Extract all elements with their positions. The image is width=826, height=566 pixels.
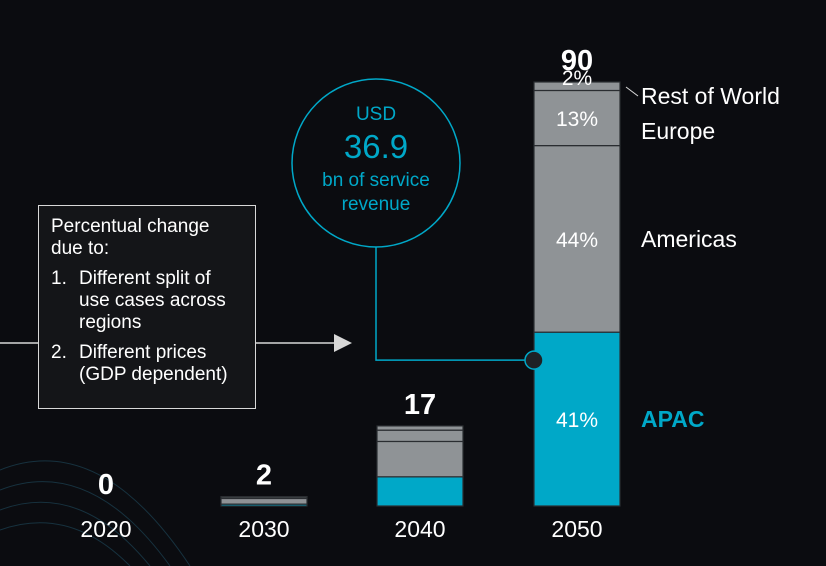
legend-americas: Americas <box>641 226 737 252</box>
bar-segment-2050-rest-of-world <box>533 81 621 92</box>
segment-label-2050-europe: 13% <box>556 108 598 131</box>
note-item-1: 1. Different split of use cases across r… <box>51 268 245 334</box>
callout-currency: USD <box>356 104 396 125</box>
x-tick-label-2020: 2020 <box>80 516 131 542</box>
x-tick-label-2050: 2050 <box>551 516 602 542</box>
change-arrow-head <box>334 334 352 352</box>
total-label-2020: 0 <box>98 469 114 501</box>
callout-anchor-dot <box>524 350 544 370</box>
x-tick-label-2030: 2030 <box>238 516 289 542</box>
callout-line2: revenue <box>342 194 411 215</box>
segment-label-2050-americas: 44% <box>556 229 598 252</box>
legend-rest-of-world-pointer <box>625 86 639 97</box>
callout-value: 36.9 <box>344 128 408 165</box>
note-title: Percentual change due to: <box>51 216 210 259</box>
total-label-2040: 17 <box>404 389 436 421</box>
legend-europe: Europe <box>641 118 715 144</box>
bar-segment-2050-apac <box>533 331 621 507</box>
legend-rest-of-world: Rest of World <box>641 83 780 109</box>
bar-segment-2040-americas <box>376 440 464 478</box>
total-label-2030: 2 <box>256 460 272 492</box>
callout-leader-line <box>375 247 534 361</box>
background-decoration <box>0 460 191 566</box>
bar-segment-2030-americas <box>220 497 308 505</box>
bar-segment-2050-americas <box>533 145 621 333</box>
total-label-2050: 90 <box>561 45 593 77</box>
x-tick-label-2040: 2040 <box>394 516 445 542</box>
note-item-1-text: Different split of use cases across regi… <box>79 268 226 333</box>
note-item-1-number: 1. <box>51 268 67 289</box>
callout-line1: bn of service <box>322 170 430 191</box>
bar-segment-2050-europe <box>533 89 621 147</box>
segment-label-2050-rest-of-world: 2% <box>562 67 592 90</box>
note-item-2: 2. Different prices (GDP dependent) <box>51 342 245 386</box>
segment-label-2050-apac: 41% <box>556 409 598 432</box>
note-box: Percentual change due to: 1. Different s… <box>38 205 256 409</box>
legend-apac: APAC <box>641 406 704 432</box>
note-item-2-text: Different prices (GDP dependent) <box>79 342 228 385</box>
bar-segment-2040-europe <box>376 429 464 443</box>
bar-segment-2040-rest-of-world <box>376 425 464 431</box>
note-item-2-number: 2. <box>51 342 67 363</box>
bar-segment-2040-apac <box>376 476 464 507</box>
